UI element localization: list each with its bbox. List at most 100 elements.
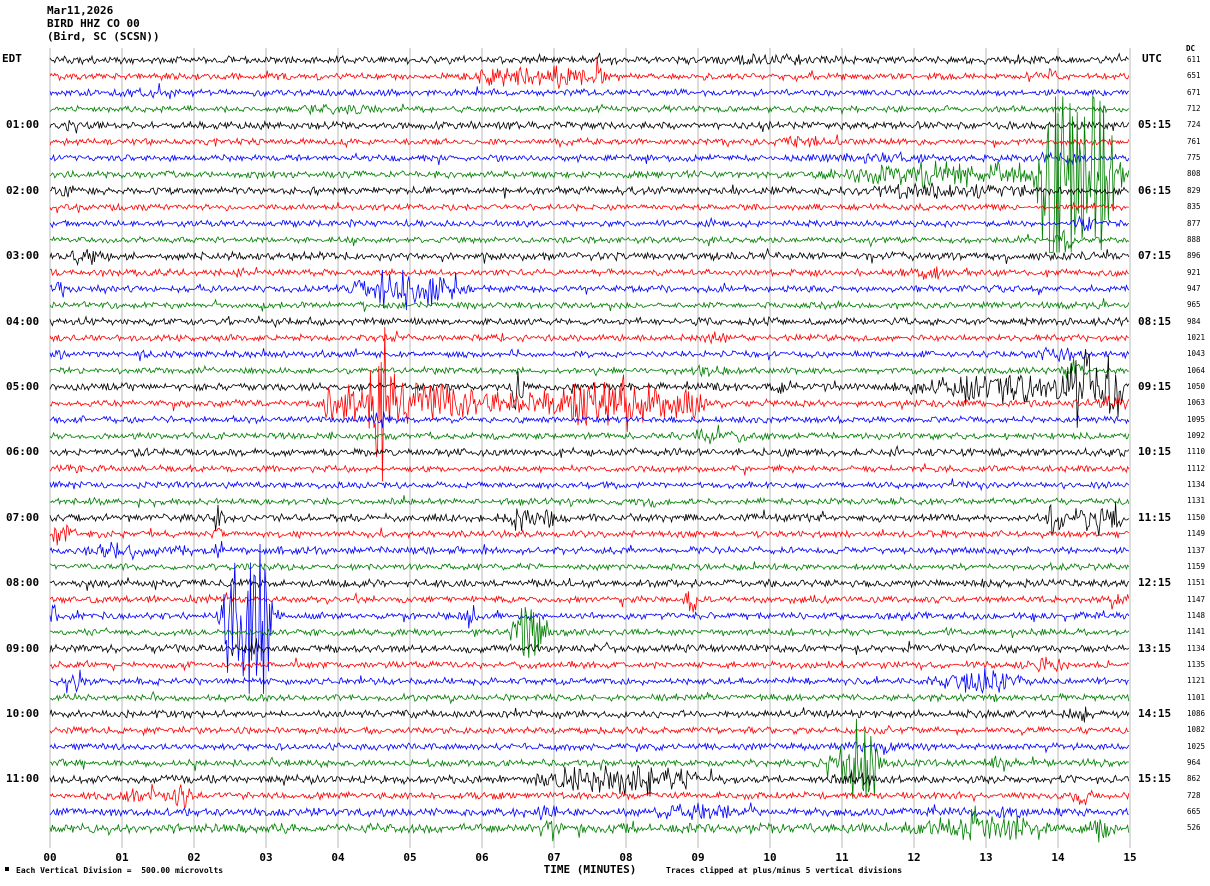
left-time-label: 01:00 (6, 118, 40, 132)
seismogram-trace (49, 543, 1130, 694)
left-time-label: 11:00 (6, 772, 40, 786)
right-time-label: 11:15 (1138, 510, 1172, 524)
x-tick-label: 05 (403, 851, 417, 864)
seismogram-trace (49, 120, 1130, 134)
dc-offset-value: 1150 (1187, 512, 1206, 522)
clipping-note: Traces clipped at plus/minus 5 vertical … (666, 866, 903, 875)
dc-offset-value: 1134 (1187, 480, 1206, 490)
vertical-division-note: Each Vertical Division = 500.00 microvol… (16, 866, 224, 875)
right-time-label: 06:15 (1138, 183, 1172, 197)
seismogram-trace (49, 463, 1130, 476)
x-tick-label: 08 (619, 851, 633, 864)
dc-offset-value: 964 (1187, 758, 1201, 768)
dc-offset-value: 1131 (1187, 496, 1206, 506)
header-station: BIRD HHZ CO 00 (47, 17, 140, 30)
seismogram-trace (49, 783, 1130, 808)
seismogram-trace (49, 577, 1130, 591)
dc-offset-value: 1135 (1187, 659, 1206, 669)
x-tick-label: 11 (835, 851, 849, 864)
dc-offset-value: 775 (1187, 153, 1201, 163)
header-date: Mar11,2026 (47, 4, 114, 17)
dc-offset-value: 888 (1187, 234, 1201, 244)
dc-offset-value: 1082 (1187, 725, 1206, 735)
seismogram-trace (49, 298, 1130, 312)
dc-offset-value: 808 (1187, 169, 1201, 179)
dc-offset-value: 712 (1187, 104, 1201, 114)
x-tick-label: 04 (331, 851, 345, 864)
dc-offset-value: 1043 (1187, 349, 1206, 359)
dc-offset-value: 526 (1187, 823, 1201, 833)
seismogram-trace (49, 478, 1130, 492)
seismogram-trace (49, 718, 1129, 799)
seismogram-trace (49, 561, 1130, 572)
x-tick-label: 13 (979, 851, 993, 864)
dc-offset-value: 728 (1187, 790, 1201, 800)
seismogram-trace (49, 411, 1130, 429)
seismogram-trace (49, 741, 1130, 755)
dc-offset-value: 1147 (1187, 594, 1206, 604)
left-time-label: 08:00 (6, 576, 40, 590)
dc-offset-value: 947 (1187, 283, 1201, 293)
x-tick-label: 14 (1051, 851, 1065, 864)
dc-offset-value: 862 (1187, 774, 1201, 784)
dc-offset-value: 1137 (1187, 545, 1206, 555)
dc-column-title: DC (1186, 44, 1196, 53)
left-time-label: 07:00 (6, 510, 40, 524)
seismogram-trace (49, 724, 1129, 737)
seismogram-trace (49, 103, 1130, 116)
header-location: (Bird, SC (SCSN)) (47, 30, 160, 43)
seismogram-trace (49, 315, 1130, 329)
dc-offset-value: 877 (1187, 218, 1201, 228)
footer-mark (5, 867, 9, 871)
x-tick-label: 15 (1123, 851, 1137, 864)
seismogram-trace (49, 444, 1130, 459)
seismogram-trace (49, 266, 1129, 280)
seismogram-trace (49, 56, 1130, 89)
dc-offset-value: 1121 (1187, 676, 1206, 686)
dc-offset-value: 1151 (1187, 578, 1206, 588)
left-time-label: 04:00 (6, 314, 40, 328)
seismogram-trace (49, 764, 1130, 797)
seismogram-trace (49, 805, 1130, 843)
seismogram-trace (49, 591, 1130, 613)
right-time-label: 15:15 (1138, 772, 1172, 786)
dc-offset-value: 1110 (1187, 447, 1206, 457)
left-time-label: 02:00 (6, 183, 40, 197)
right-time-label: 07:15 (1138, 249, 1172, 263)
seismogram-trace (49, 690, 1130, 705)
x-tick-label: 12 (907, 851, 921, 864)
dc-offset-value: 1141 (1187, 627, 1206, 637)
dc-offset-value: 651 (1187, 71, 1201, 81)
seismogram-trace (49, 346, 1130, 363)
seismogram-trace (49, 182, 1129, 199)
left-time-label: 05:00 (6, 380, 40, 393)
seismogram-trace (49, 706, 1130, 723)
seismogram-trace (49, 215, 1130, 232)
dc-offset-value: 896 (1187, 251, 1201, 261)
seismogram-trace (49, 52, 1129, 66)
dc-offset-value: 1148 (1187, 610, 1206, 620)
dc-offset-value: 1021 (1187, 332, 1206, 342)
seismogram-trace (49, 327, 1130, 482)
dc-offset-value: 1134 (1187, 643, 1206, 653)
right-axis-title: UTC (1142, 52, 1162, 65)
seismogram-trace (49, 358, 1129, 379)
dc-offset-value: 1101 (1187, 692, 1206, 702)
dc-offset-value: 1050 (1187, 382, 1206, 391)
dc-offset-value: 829 (1187, 185, 1201, 195)
seismogram-trace (49, 638, 1130, 657)
right-time-label: 09:15 (1138, 380, 1172, 393)
seismogram-trace (49, 502, 1130, 536)
dc-offset-value: 835 (1187, 202, 1201, 212)
right-time-label: 05:15 (1138, 118, 1172, 132)
seismogram-trace (49, 83, 1130, 100)
right-time-label: 08:15 (1138, 314, 1172, 328)
x-tick-label: 09 (691, 851, 705, 864)
seismogram-trace (49, 541, 1130, 561)
left-time-label: 06:00 (6, 445, 40, 459)
seismogram-trace (49, 134, 1130, 149)
x-tick-label: 07 (547, 851, 561, 864)
dc-offset-value: 921 (1187, 267, 1201, 277)
dc-offset-value: 1025 (1187, 741, 1206, 751)
